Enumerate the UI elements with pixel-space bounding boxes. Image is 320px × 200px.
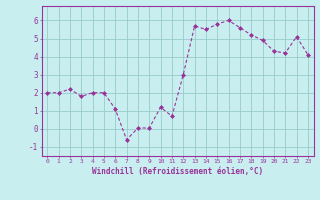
X-axis label: Windchill (Refroidissement éolien,°C): Windchill (Refroidissement éolien,°C) (92, 167, 263, 176)
